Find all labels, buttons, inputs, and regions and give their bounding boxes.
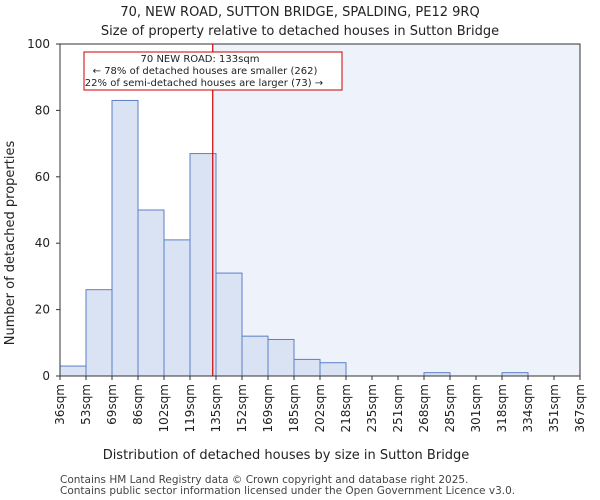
bar-152sqm [241,335,269,377]
x-tick-label: 53sqm [79,384,93,425]
x-tick-label: 36sqm [53,384,67,425]
y-tick-label: 100 [27,37,50,51]
larger-region-highlight [212,44,580,376]
x-tick-label: 185sqm [287,384,301,432]
x-tick-label: 119sqm [183,384,197,432]
x-tick-label: 351sqm [547,384,561,432]
x-tick-label: 69sqm [105,384,119,425]
y-tick-label: 0 [42,369,50,383]
x-tick-label: 135sqm [209,384,223,432]
bar-69sqm [111,99,139,377]
x-axis-label: Distribution of detached houses by size … [103,448,470,463]
x-tick-label: 334sqm [521,384,535,432]
annotation-line-1: 70 NEW ROAD: 133sqm [141,54,260,65]
bar-135sqm [215,272,243,377]
x-tick-label: 169sqm [261,384,275,432]
x-tick-label: 202sqm [313,384,327,432]
y-tick-label: 20 [35,303,50,317]
x-tick-label: 301sqm [469,384,483,432]
x-tick-label: 285sqm [443,384,457,432]
bar-185sqm [293,358,321,377]
x-tick-label: 102sqm [157,384,171,432]
y-tick-label: 40 [35,236,50,250]
chart-title: 70, NEW ROAD, SUTTON BRIDGE, SPALDING, P… [120,5,479,20]
x-tick-label: 218sqm [339,384,353,432]
x-tick-label: 251sqm [391,384,405,432]
x-tick-label: 268sqm [417,384,431,432]
bar-86sqm [137,209,165,377]
x-tick-label: 318sqm [495,384,509,432]
y-tick-label: 80 [35,103,50,117]
bar-102sqm [163,239,191,377]
bar-119sqm [189,153,217,377]
annotation-line-2: ← 78% of detached houses are smaller (26… [93,66,318,77]
bar-202sqm [319,362,347,377]
footer-line-1: Contains HM Land Registry data © Crown c… [60,474,468,486]
chart-subtitle: Size of property relative to detached ho… [101,24,499,39]
x-tick-label: 367sqm [573,384,587,432]
x-tick-label: 86sqm [131,384,145,425]
bar-53sqm [85,289,113,377]
y-axis-label: Number of detached properties [3,141,18,346]
annotation-box [83,51,343,91]
bar-169sqm [267,338,295,377]
annotation-line-3: 22% of semi-detached houses are larger (… [85,78,323,89]
x-tick-label: 152sqm [235,384,249,432]
footer-line-2: Contains public sector information licen… [60,485,515,497]
y-tick-label: 60 [35,170,50,184]
bar-36sqm [59,365,87,377]
x-tick-label: 235sqm [365,384,379,432]
